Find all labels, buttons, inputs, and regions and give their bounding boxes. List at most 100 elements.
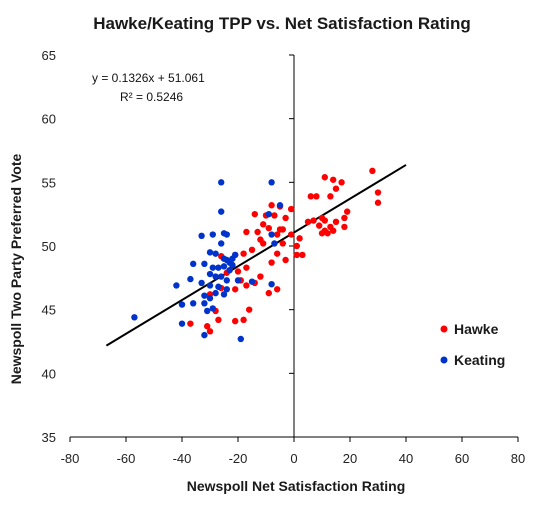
keating-point	[212, 250, 219, 257]
hawke-point	[293, 242, 300, 250]
hawke-point	[310, 217, 317, 224]
legend-marker-keating	[440, 356, 448, 364]
hawke-point	[243, 282, 250, 289]
y-tick-label: 40	[42, 366, 56, 381]
y-axis-title: Newspoll Two Party Preferred Vote	[8, 154, 24, 385]
hawke-point	[369, 167, 376, 175]
hawke-point	[282, 256, 289, 264]
hawke-point	[374, 199, 382, 206]
keating-point	[223, 286, 230, 293]
keating-point	[223, 277, 230, 284]
x-tick-label: 80	[511, 451, 525, 466]
hawke-point	[330, 176, 337, 183]
hawke-point	[240, 316, 247, 324]
x-tick-label: 60	[455, 451, 469, 466]
keating-point	[201, 260, 208, 268]
hawke-point	[232, 286, 239, 293]
x-tick-label: 20	[343, 451, 357, 466]
trendline-equation: y = 0.1326x + 51.061	[92, 71, 205, 85]
hawke-point	[276, 226, 284, 233]
keating-point	[232, 251, 239, 259]
keating-point	[268, 281, 275, 288]
x-tick-label: -60	[117, 451, 136, 466]
hawke-point	[316, 222, 323, 229]
y-tick-label: 60	[42, 112, 56, 127]
keating-point	[223, 256, 230, 264]
y-tick-label: 50	[42, 239, 56, 254]
keating-point	[209, 305, 216, 312]
hawke-point	[265, 289, 272, 297]
hawke-point	[338, 179, 345, 186]
keating-point	[198, 279, 205, 287]
hawke-point	[332, 218, 340, 226]
keating-point	[190, 300, 197, 307]
hawke-point	[321, 217, 328, 224]
keating-point	[218, 208, 225, 215]
hawke-point	[321, 174, 328, 181]
hawke-point	[307, 193, 314, 200]
hawke-point	[240, 250, 247, 257]
keating-point	[229, 261, 236, 269]
trendline-group	[105, 164, 407, 347]
keating-point	[223, 231, 230, 238]
hawke-point	[274, 286, 281, 293]
keating-point	[131, 314, 138, 321]
hawke-point	[271, 212, 278, 219]
hawke-point	[257, 273, 264, 280]
hawke-point	[234, 268, 242, 275]
x-axis-title: Newspoll Net Satisfaction Rating	[187, 478, 406, 494]
keating-point	[206, 295, 214, 302]
legend-label-hawke: Hawke	[454, 321, 499, 337]
keating-point	[178, 320, 186, 327]
keating-point	[212, 273, 219, 280]
x-tick-label: -80	[61, 451, 80, 466]
legend-marker-hawke	[440, 325, 448, 333]
hawke-point	[274, 250, 281, 257]
keating-point	[209, 231, 216, 238]
keating-point	[198, 232, 205, 240]
keating-point	[215, 283, 222, 290]
hawke-point	[206, 328, 214, 335]
keating-point	[234, 277, 242, 284]
hawke-point	[251, 210, 258, 218]
y-tick-label: 45	[42, 303, 56, 318]
keating-point	[212, 289, 219, 297]
keating-point	[206, 249, 214, 256]
keating-point	[218, 179, 225, 186]
x-tick-label: -40	[173, 451, 192, 466]
hawke-point	[204, 323, 211, 330]
keating-point	[265, 210, 272, 218]
hawke-point	[265, 224, 272, 232]
keating-point	[226, 266, 233, 274]
hawke-point	[288, 205, 295, 213]
hawke-point	[232, 317, 239, 325]
keating-point	[276, 202, 284, 209]
hawke-point	[330, 227, 337, 234]
keating-point	[237, 335, 244, 343]
hawke-point	[344, 208, 351, 215]
axes: -80 -60 -40 -20 0 20 40 60 80 35 40 45 50 55 60 65	[42, 48, 526, 466]
y-tick-label: 65	[42, 48, 56, 63]
hawke-point	[299, 251, 306, 259]
hawke-point	[324, 230, 331, 237]
hawke-point	[248, 246, 256, 254]
hawke-point	[260, 221, 267, 228]
keating-point	[187, 275, 194, 283]
hawke-point	[341, 214, 348, 222]
keating-point	[201, 292, 208, 299]
keating-point	[173, 282, 180, 289]
keating-point	[218, 273, 225, 280]
keating-point	[268, 179, 275, 186]
hawke-point	[296, 235, 303, 242]
keating-point	[201, 300, 208, 307]
hawke-point	[260, 240, 267, 247]
legend: Hawke Keating	[440, 321, 505, 368]
hawke-point	[327, 193, 334, 200]
keating-point	[190, 260, 197, 268]
hawke-point	[274, 231, 281, 238]
hawke-point	[279, 240, 286, 247]
hawke-point	[268, 259, 275, 266]
x-tick-label: -20	[229, 451, 248, 466]
